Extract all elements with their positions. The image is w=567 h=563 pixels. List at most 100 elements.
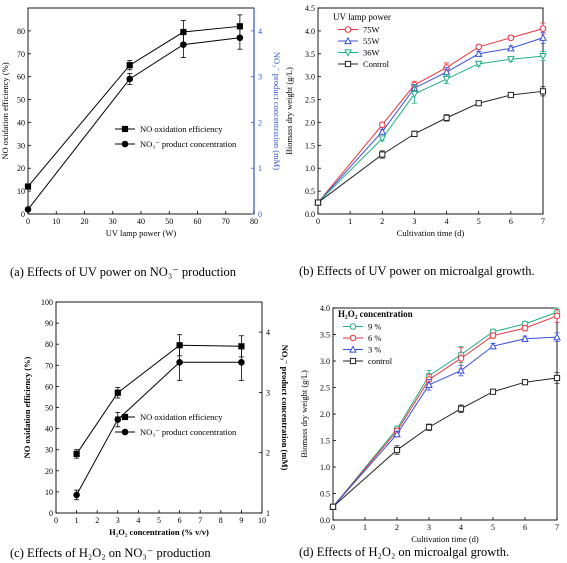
legend-title: UV lamp power bbox=[333, 12, 391, 22]
data-point bbox=[553, 332, 561, 341]
y-tick-label: 3.5 bbox=[320, 331, 330, 340]
y-tick-label: 3.0 bbox=[320, 357, 330, 366]
y-tick-label: 80 bbox=[17, 27, 25, 36]
y-tick-label: 1.5 bbox=[320, 437, 330, 446]
x-tick-label: 5 bbox=[157, 516, 161, 525]
data-point bbox=[176, 358, 183, 366]
series-line bbox=[317, 90, 544, 203]
x-tick-label: 0 bbox=[54, 516, 58, 525]
y2-tick-label: 4 bbox=[258, 27, 262, 36]
legend-label: 3 % bbox=[368, 345, 381, 355]
chart-c: 0 1 2 3 4 5 6 7 8 9 1001020304050607080901001234H₂… bbox=[22, 298, 290, 537]
series-no-oxidation-efficiency bbox=[73, 334, 245, 459]
data-point bbox=[24, 206, 32, 213]
data-point bbox=[539, 25, 547, 32]
y-tick-label: 30 bbox=[45, 446, 53, 455]
y-tick-label: 1.5 bbox=[305, 141, 315, 150]
x-tick-label: 2 bbox=[95, 516, 99, 525]
data-point bbox=[24, 183, 32, 190]
y-tick-label: 100 bbox=[41, 298, 53, 307]
series-no-product-concentration bbox=[73, 343, 245, 501]
y-axis-label: NO oxidation efficiency (%) bbox=[0, 62, 10, 159]
x-axis-label: Cultivation time (d) bbox=[411, 534, 479, 544]
legend-label: Control bbox=[363, 59, 390, 69]
data-point bbox=[73, 491, 80, 499]
plot-frame bbox=[27, 7, 255, 215]
y-tick-label: 60 bbox=[45, 382, 53, 391]
y-tick-label: 40 bbox=[17, 118, 25, 127]
x-tick-label: 6 bbox=[509, 217, 513, 226]
x-tick-label: 30 bbox=[109, 217, 117, 226]
legend-label: 36W bbox=[363, 48, 380, 58]
y2-tick-label: 3 bbox=[258, 73, 262, 82]
y2-axis-label: NO₃⁻ product concentration (mM) bbox=[280, 345, 290, 471]
series-line bbox=[332, 377, 558, 508]
legend-marker bbox=[121, 140, 129, 148]
legend-marker bbox=[349, 334, 357, 342]
y-tick-label: 30 bbox=[17, 141, 25, 150]
y-tick-label: 0.0 bbox=[305, 210, 315, 219]
legend-label: 75W bbox=[363, 25, 380, 35]
x-tick-label: 2 bbox=[380, 217, 384, 226]
y-tick-label: 70 bbox=[17, 50, 25, 59]
x-tick-label: 1 bbox=[348, 217, 352, 226]
data-point bbox=[539, 33, 547, 41]
x-tick-label: 3 bbox=[116, 516, 120, 525]
data-point bbox=[236, 34, 244, 42]
series-line bbox=[317, 28, 544, 203]
x-tick-label: 2 bbox=[395, 523, 399, 532]
data-point bbox=[378, 135, 387, 143]
y-tick-label: 0.5 bbox=[320, 490, 330, 499]
y2-tick-label: 2 bbox=[258, 118, 262, 127]
legend: NO oxidation efficiency NO₃⁻ product conc… bbox=[115, 124, 237, 149]
y-tick-label: 40 bbox=[45, 425, 53, 434]
x-tick-label: 3 bbox=[412, 217, 416, 226]
x-tick-label: 0 bbox=[331, 523, 335, 532]
data-point bbox=[457, 366, 465, 374]
x-tick-label: 3 bbox=[427, 523, 431, 532]
legend-label: 55W bbox=[363, 36, 380, 46]
series-line bbox=[332, 315, 558, 508]
y-tick-label: 10 bbox=[17, 187, 25, 196]
data-point bbox=[521, 334, 529, 342]
x-axis-label: UV lamp power (W) bbox=[106, 228, 177, 238]
data-point bbox=[379, 151, 386, 158]
data-point bbox=[539, 52, 547, 61]
x-tick-label: 0 bbox=[26, 217, 30, 226]
series-control bbox=[314, 86, 547, 206]
x-tick-label: 5 bbox=[477, 217, 481, 226]
plot-frame bbox=[317, 7, 544, 215]
data-point bbox=[553, 374, 561, 382]
y-tick-label: 4.0 bbox=[320, 304, 330, 313]
data-point bbox=[474, 49, 483, 57]
x-axis-label: H₂O₂ concentration (% v/v) bbox=[109, 527, 209, 537]
data-point bbox=[539, 88, 547, 95]
data-point bbox=[126, 62, 133, 69]
y2-tick-label: 1 bbox=[258, 164, 262, 173]
legend-marker bbox=[344, 60, 352, 68]
data-point bbox=[443, 114, 450, 121]
x-tick-label: 7 bbox=[555, 523, 559, 532]
data-point bbox=[393, 429, 401, 438]
y2-tick-label: 2 bbox=[266, 449, 270, 458]
chart-a: 0 10 20 30 40 50 60 70 800102030405060708001234U… bbox=[0, 7, 282, 238]
x-tick-label: 6 bbox=[178, 516, 182, 525]
y-tick-label: 20 bbox=[17, 164, 25, 173]
x-tick-label: 4 bbox=[445, 217, 449, 226]
x-axis-label: Cultivation time (d) bbox=[397, 228, 465, 238]
data-point bbox=[507, 34, 515, 42]
y-tick-label: 2.0 bbox=[320, 410, 330, 419]
y2-tick-label: 3 bbox=[266, 388, 270, 397]
y-tick-label: 2.5 bbox=[305, 96, 315, 105]
data-point bbox=[489, 341, 497, 350]
y-tick-label: 60 bbox=[17, 73, 25, 82]
y-axis-label: Biomass dry weight (g/L) bbox=[299, 370, 309, 458]
x-tick-label: 60 bbox=[194, 217, 202, 226]
legend-label: 6 % bbox=[368, 333, 381, 343]
legend-label: NO₃⁻ product concentration bbox=[140, 427, 237, 437]
y-tick-label: 1.0 bbox=[305, 164, 315, 173]
x-tick-label: 4 bbox=[136, 516, 140, 525]
data-point bbox=[457, 355, 465, 362]
y-tick-label: 0.0 bbox=[320, 516, 330, 525]
